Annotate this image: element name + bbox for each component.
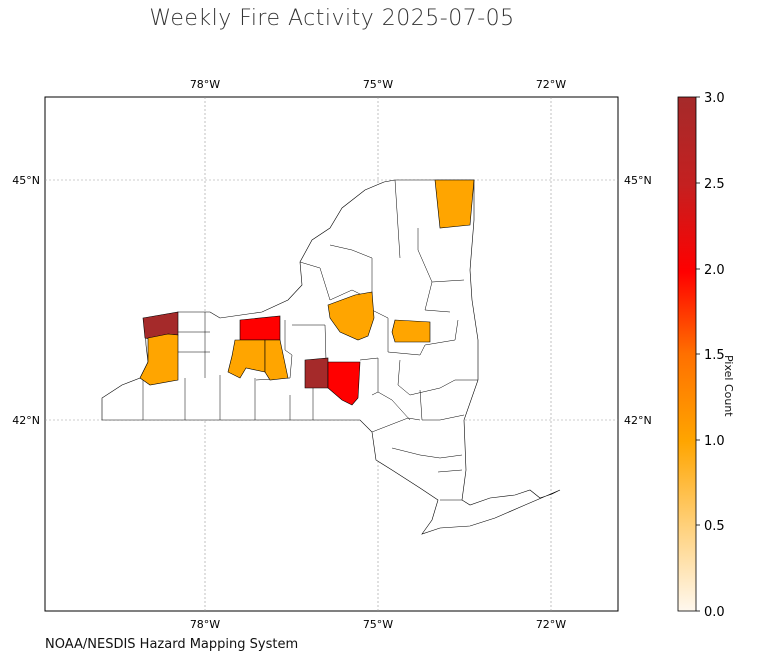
lon-label-bottom-72w: 72°W [536,618,566,631]
county-chenango [327,361,361,406]
lon-label-bottom-78w: 78°W [190,618,220,631]
colorbar-tick-labels: 0.0 0.5 1.0 1.5 2.0 2.5 3.0 [704,91,725,620]
colorbar-tick-1: 0.5 [704,519,725,534]
colorbar-tick-6: 3.0 [704,91,725,106]
credit-text: NOAA/NESDIS Hazard Mapping System [45,637,299,652]
lat-label-right-45n: 45°N [624,174,652,187]
county-cortland [304,357,329,389]
lon-label-top-78w: 78°W [190,78,220,91]
map-title: Weekly Fire Activity 2025-07-05 [149,6,515,31]
lat-label-right-42n: 42°N [624,414,652,427]
fire-counties [139,179,475,406]
lat-label-left-45n: 45°N [12,174,40,187]
colorbar-ticks [696,96,700,612]
state-outline [101,179,561,535]
lon-label-bottom-75w: 75°W [363,618,393,631]
colorbar [677,96,697,612]
county-clinton [434,179,475,229]
lon-labels-top: 78°W 75°W 72°W [190,78,566,91]
colorbar-tick-0: 0.0 [704,605,725,620]
county-erie [139,333,179,386]
colorbar-tick-4: 2.0 [704,263,725,278]
lat-label-left-42n: 42°N [12,414,40,427]
county-monroe [239,315,281,341]
colorbar-label: Pixel Count [722,355,735,417]
new-york-state [101,179,561,535]
lat-labels-right: 45°N 42°N [624,174,652,427]
lon-labels-bottom: 78°W 75°W 72°W [190,618,566,631]
lat-labels-left: 45°N 42°N [12,174,40,427]
lon-label-top-72w: 72°W [536,78,566,91]
colorbar-tick-5: 2.5 [704,177,725,192]
colorbar-tick-2: 1.0 [704,434,725,449]
lon-label-top-75w: 75°W [363,78,393,91]
colorbar-tick-3: 1.5 [704,348,725,363]
county-ontario [264,339,289,381]
county-onondaga-area [327,291,375,341]
county-herkimer-area [391,319,431,343]
